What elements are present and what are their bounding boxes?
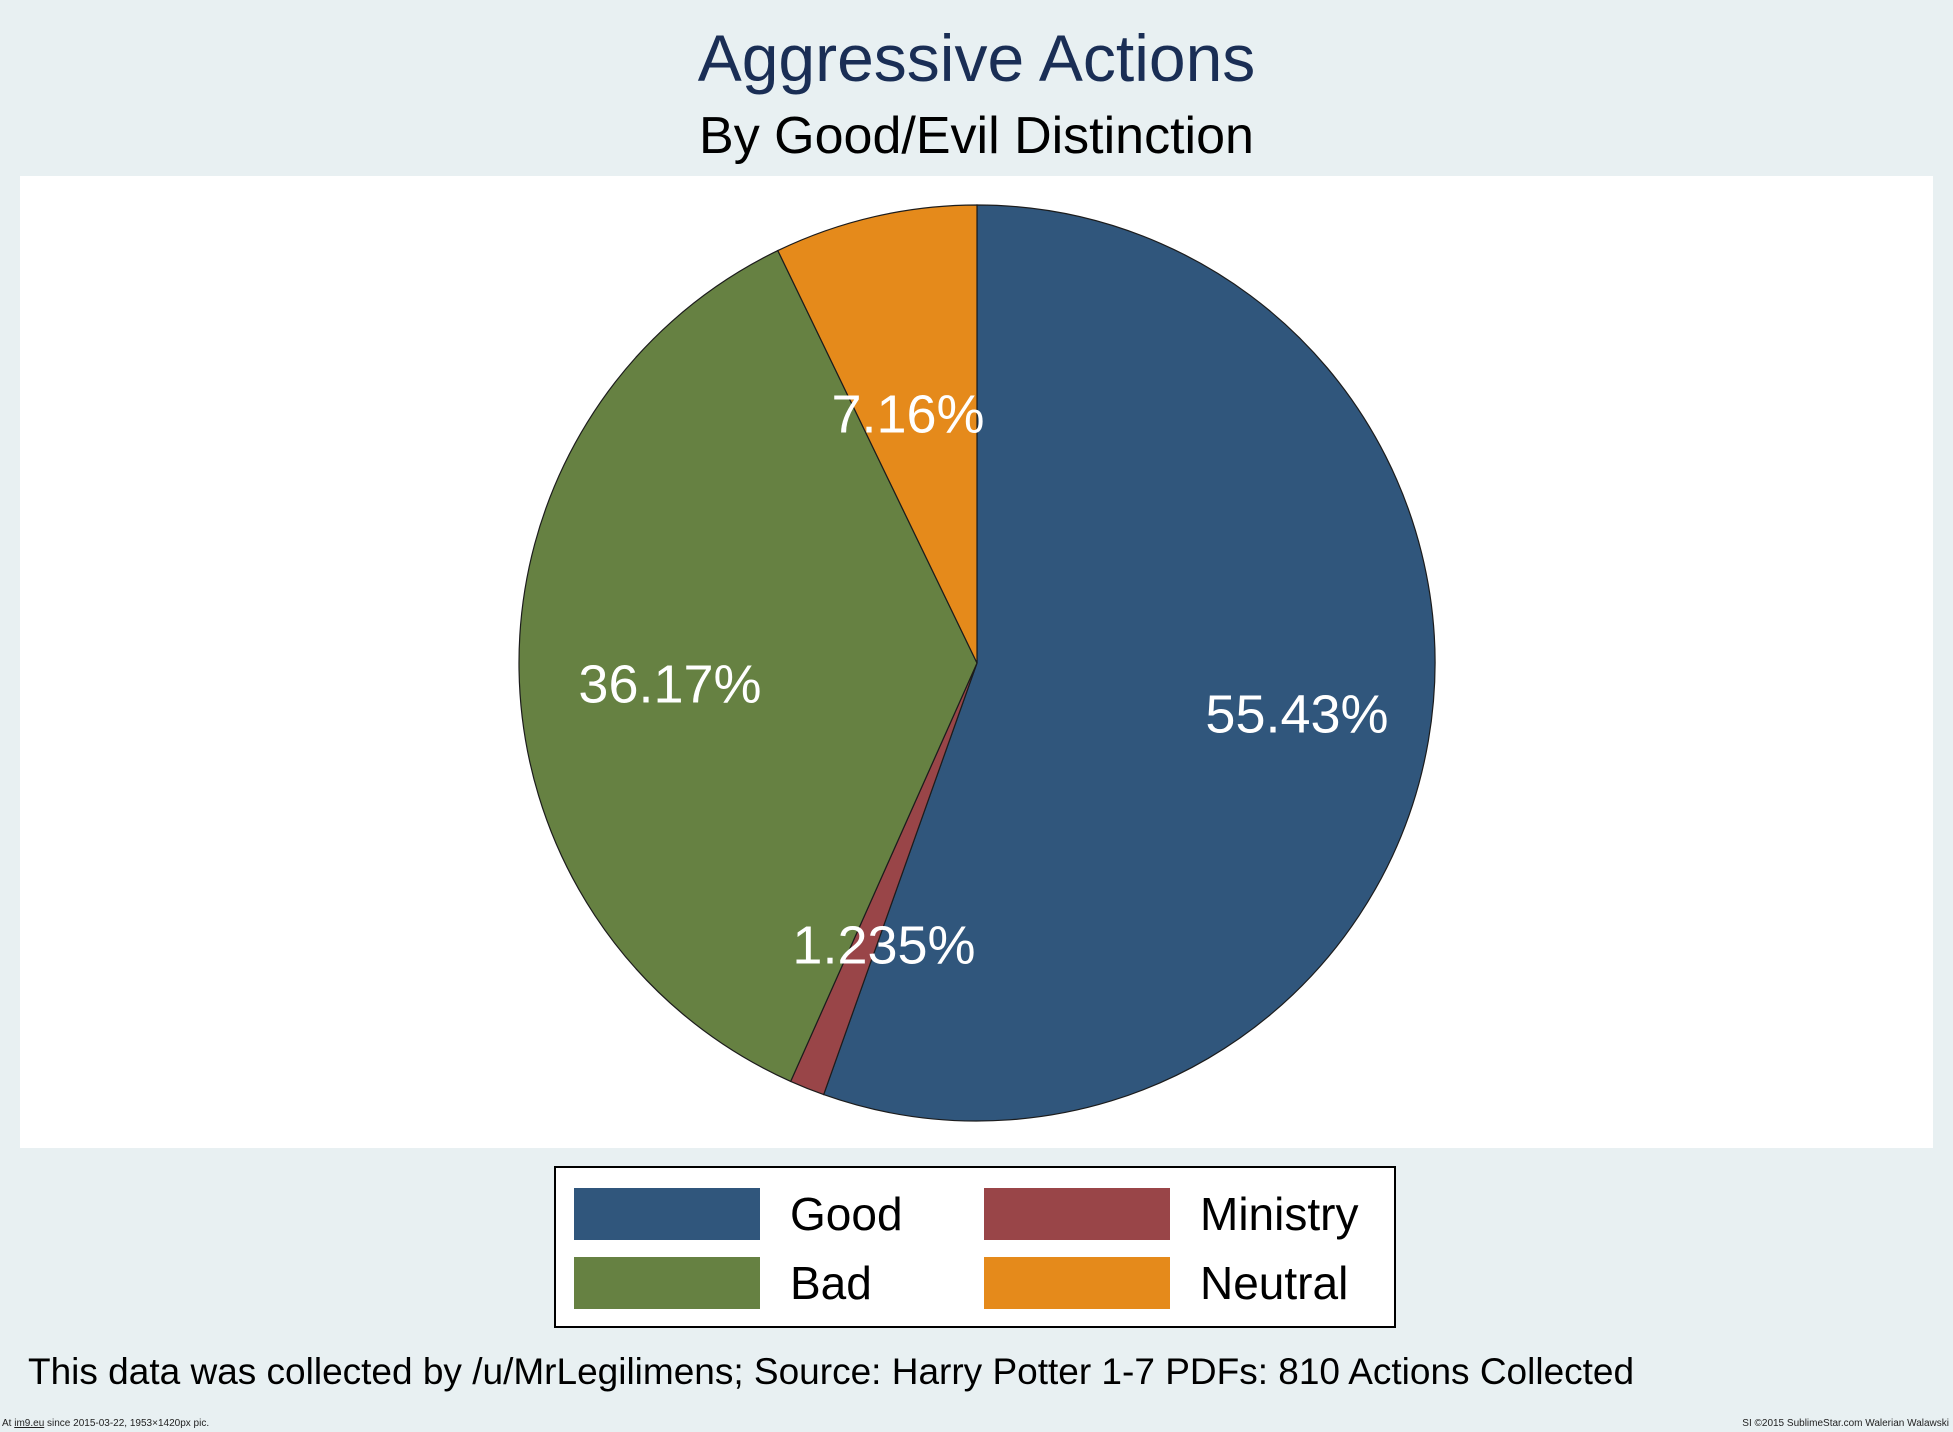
footer-site-link[interactable]: im9.eu: [14, 1418, 45, 1429]
pie-label-neutral: 7.16%: [831, 384, 984, 444]
footer-left: At im9.eu since 2015-03-22, 1953×1420px …: [2, 1418, 209, 1430]
footer-left-suffix: since 2015-03-22, 1953×1420px pic.: [44, 1418, 210, 1429]
pie-slice-good: [822, 204, 1436, 1122]
pie-label-bad: 36.17%: [578, 654, 761, 714]
pie-label-good: 55.43%: [1205, 684, 1388, 744]
pie-label-ministry: 1.235%: [792, 915, 975, 975]
chart-subtitle: By Good/Evil Distinction: [699, 107, 1254, 165]
footer-left-prefix: At: [2, 1418, 15, 1429]
legend-swatch-ministry: [984, 1188, 1170, 1240]
legend-label-bad: Bad: [790, 1257, 872, 1309]
legend-swatch-bad: [574, 1257, 760, 1309]
pie-slice-neutral: [777, 204, 978, 664]
legend-label-ministry: Ministry: [1200, 1188, 1359, 1240]
chart-title: Aggressive Actions: [697, 21, 1256, 95]
legend-swatch-neutral: [984, 1257, 1170, 1309]
source-note: This data was collected by /u/MrLegilime…: [28, 1351, 1635, 1392]
legend-label-good: Good: [790, 1188, 903, 1240]
pie-slice-bad: [518, 249, 978, 1083]
legend: Good Ministry Bad Neutral: [554, 1166, 1396, 1328]
legend-swatch-good: [574, 1188, 760, 1240]
legend-label-neutral: Neutral: [1200, 1257, 1349, 1309]
footer-right: SI ©2015 SublimeStar.com Walerian Walaws…: [1742, 1418, 1949, 1429]
pie-chart: 55.43% 1.235% 36.17% 7.16%: [518, 204, 1436, 1122]
plot-area: 55.43% 1.235% 36.17% 7.16%: [20, 176, 1933, 1148]
